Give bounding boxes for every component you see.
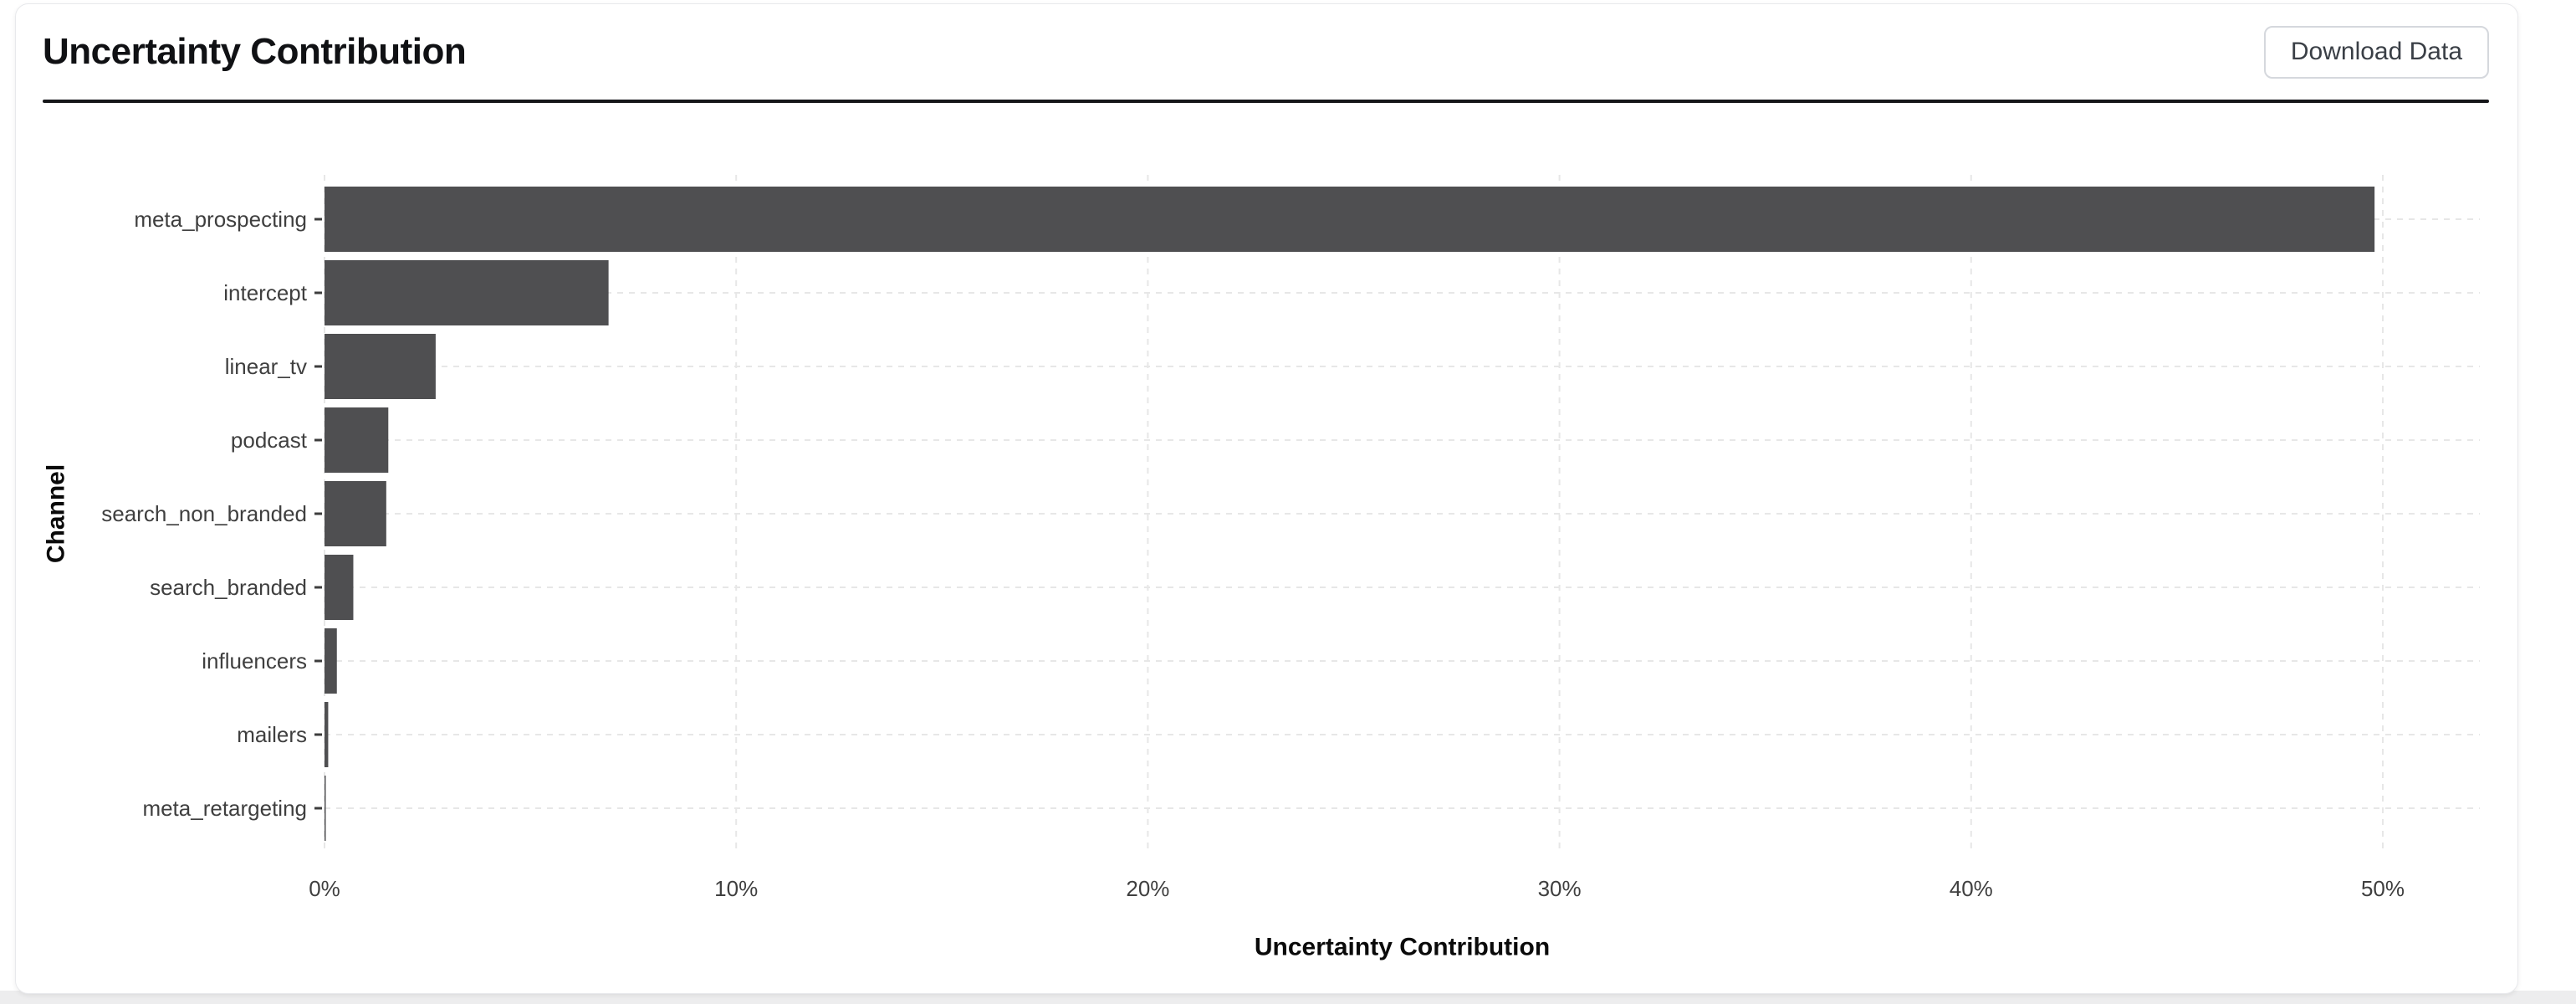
bar-search_branded	[325, 555, 354, 620]
uncertainty-contribution-chart: meta_prospecting intercept linear_tvpodcas…	[43, 175, 2480, 961]
y-axis-label: linear_tv	[225, 354, 307, 379]
x-axis-label: 10%	[714, 876, 758, 901]
bar-meta_prospecting	[325, 187, 2375, 252]
card-header: Uncertainty Contribution Download Data	[16, 4, 2517, 100]
bar-search_non_branded	[325, 481, 386, 546]
x-axis-label: 30%	[1538, 876, 1582, 901]
bar-linear_tv	[325, 334, 436, 399]
bar-mailers	[325, 702, 329, 767]
page-title: Uncertainty Contribution	[43, 31, 467, 72]
bar-influencers	[325, 628, 337, 694]
y-axis-label: influencers	[202, 648, 307, 674]
chart-card: Uncertainty Contribution Download Data m…	[15, 3, 2518, 994]
header-divider	[43, 100, 2489, 103]
x-axis-title: Uncertainty Contribution	[1255, 934, 1550, 961]
y-axis-label: search_non_branded	[101, 501, 307, 526]
x-axis-label: 0%	[309, 876, 340, 901]
y-axis-label: search_branded	[150, 575, 307, 600]
x-axis-label: 50%	[2361, 876, 2405, 901]
page-bottom-strip	[0, 991, 2576, 1004]
bar-podcast	[325, 407, 389, 473]
x-axis-label: 20%	[1126, 876, 1169, 901]
y-axis-label: podcast	[231, 428, 308, 453]
y-axis-label: meta_prospecting	[134, 207, 307, 232]
x-axis-label: 40%	[1950, 876, 1993, 901]
y-axis-label: mailers	[237, 722, 307, 747]
bar-intercept	[325, 260, 609, 325]
download-data-button[interactable]: Download Data	[2263, 25, 2489, 79]
y-axis-title: Channel	[43, 464, 70, 563]
y-axis-label: meta_retargeting	[142, 796, 307, 821]
bar-meta_retargeting	[325, 776, 326, 841]
y-axis-label: intercept	[223, 280, 307, 305]
